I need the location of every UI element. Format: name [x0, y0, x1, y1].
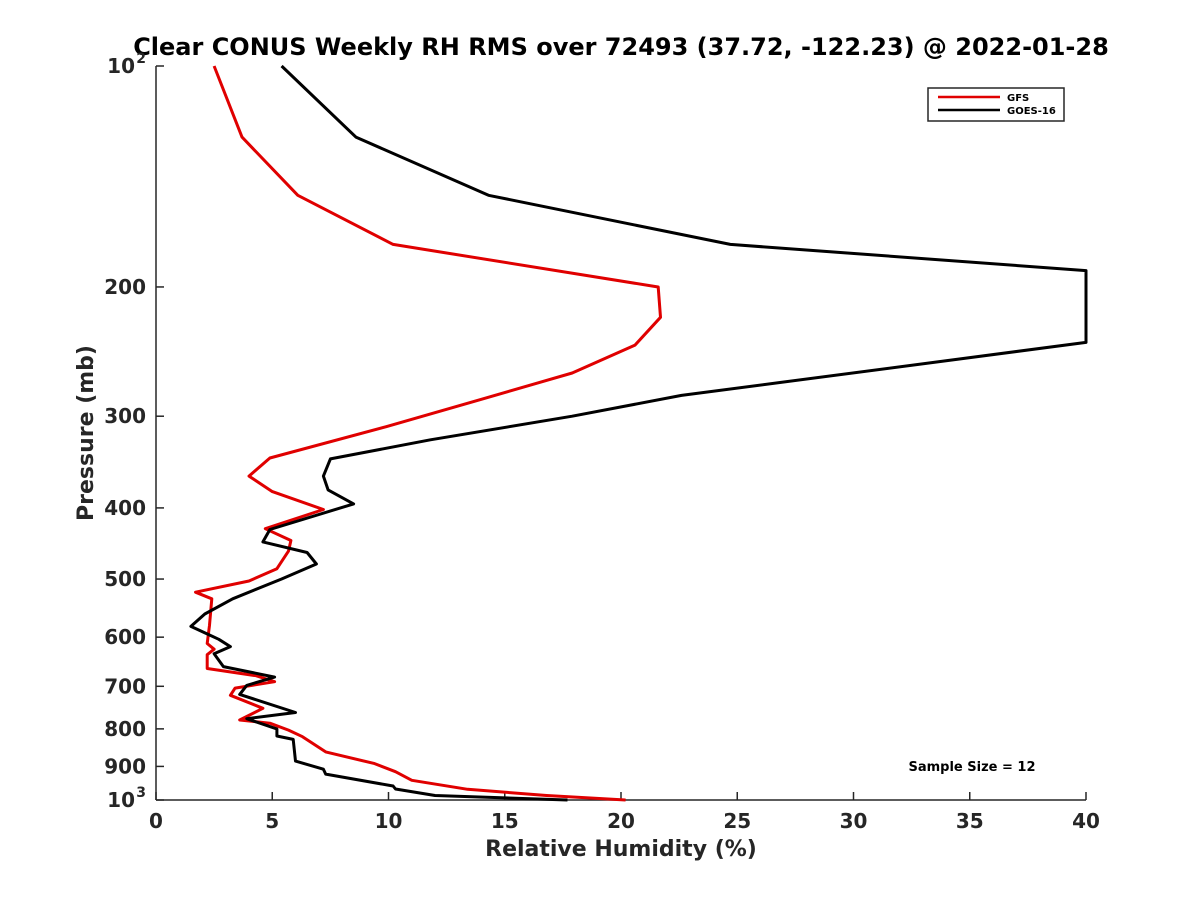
x-axis-label: Relative Humidity (%)	[485, 837, 757, 862]
x-tick-label: 40	[1072, 809, 1100, 833]
legend-box	[927, 87, 1065, 122]
y-tick-label: 600	[104, 625, 146, 649]
y-tick-exponent: 2	[136, 51, 146, 67]
y-tick-label: 800	[104, 717, 146, 741]
x-tick-label: 25	[723, 809, 751, 833]
x-tick-label: 0	[149, 809, 163, 833]
x-tick-label: 30	[840, 809, 868, 833]
sample-size-annotation: Sample Size = 12	[908, 760, 1035, 775]
series-line-gfs	[194, 65, 662, 802]
y-tick-label: 700	[104, 674, 146, 698]
legend: GFS GOES-16	[927, 87, 1065, 122]
y-axis-label: Pressure (mb)	[74, 345, 99, 521]
y-tick-exponent: 3	[136, 785, 146, 801]
legend-label-gfs: GFS	[1007, 93, 1029, 104]
plot-lines	[189, 64, 1088, 802]
x-tick-label: 20	[607, 809, 635, 833]
y-tick-label: 900	[104, 754, 146, 778]
legend-label-goes16: GOES-16	[1007, 106, 1056, 117]
y-tick-label: 400	[104, 496, 146, 520]
y-tick-label: 10	[107, 788, 135, 812]
x-tick-label: 35	[956, 809, 984, 833]
chart-title: Clear CONUS Weekly RH RMS over 72493 (37…	[133, 33, 1109, 61]
y-tick-label: 10	[107, 54, 135, 78]
y-tick-label: 300	[104, 404, 146, 428]
x-tick-label: 5	[265, 809, 279, 833]
x-tick-label: 10	[375, 809, 403, 833]
y-tick-label: 500	[104, 567, 146, 591]
x-tick-label: 15	[491, 809, 519, 833]
y-tick-label: 200	[104, 275, 146, 299]
series-line-goes16	[189, 64, 1088, 802]
